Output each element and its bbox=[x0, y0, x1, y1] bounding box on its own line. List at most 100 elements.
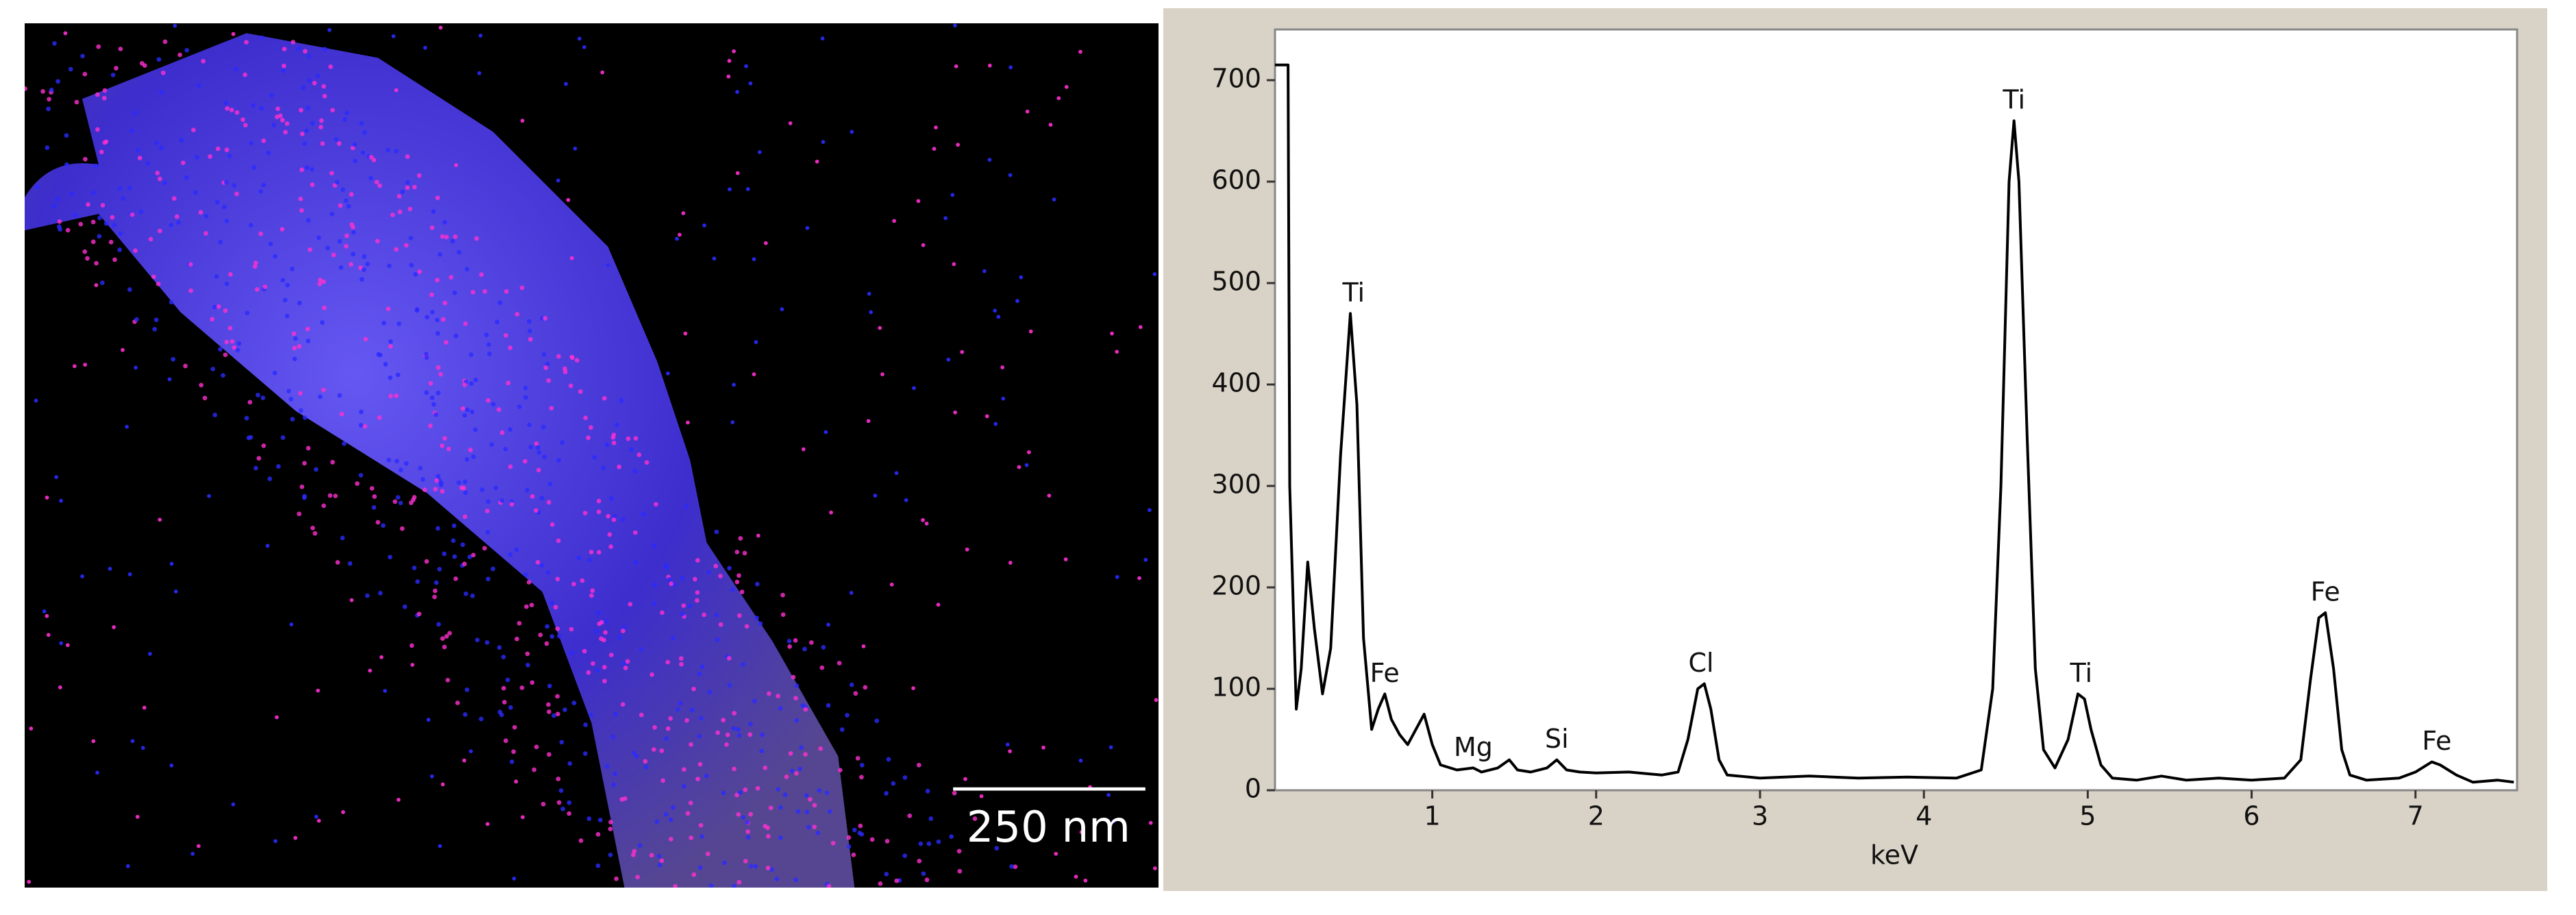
map-dot bbox=[583, 722, 588, 727]
map-dot bbox=[934, 125, 938, 130]
map-dot bbox=[117, 247, 123, 252]
map-dot bbox=[517, 404, 522, 409]
map-dot bbox=[100, 280, 105, 285]
map-dot bbox=[515, 312, 520, 317]
map-dot bbox=[368, 175, 373, 181]
elemental-map: 250 nm bbox=[25, 23, 1159, 888]
map-dot bbox=[297, 300, 302, 306]
map-dot bbox=[892, 219, 896, 223]
map-dot bbox=[884, 838, 890, 844]
map-dot bbox=[695, 598, 699, 603]
map-dot bbox=[210, 317, 215, 322]
map-dot bbox=[508, 705, 513, 710]
map-dot bbox=[804, 809, 810, 815]
map-dot bbox=[315, 73, 321, 78]
map-dot bbox=[436, 365, 441, 370]
map-dot bbox=[611, 440, 617, 446]
map-dot bbox=[778, 805, 783, 810]
map-dot bbox=[103, 221, 109, 226]
map-dot bbox=[509, 502, 515, 507]
map-dot bbox=[610, 734, 616, 740]
map-dot bbox=[234, 66, 238, 72]
map-dot bbox=[1083, 878, 1088, 883]
map-dot bbox=[364, 593, 370, 598]
map-dot bbox=[214, 273, 219, 279]
map-dot bbox=[201, 58, 206, 64]
map-dot bbox=[652, 600, 656, 606]
map-dot bbox=[310, 121, 315, 126]
map-dot bbox=[333, 493, 338, 498]
map-dot bbox=[214, 199, 220, 205]
map-dot bbox=[90, 239, 96, 245]
map-dot bbox=[393, 499, 397, 504]
map-dot bbox=[802, 646, 807, 652]
map-dot bbox=[549, 634, 555, 639]
map-dot bbox=[127, 572, 132, 576]
map-dot bbox=[299, 167, 304, 173]
map-dot bbox=[756, 533, 760, 538]
map-dot bbox=[414, 308, 420, 313]
map-dot bbox=[736, 879, 742, 885]
map-dot bbox=[486, 576, 491, 582]
map-dot bbox=[659, 858, 665, 864]
map-dot bbox=[702, 223, 706, 228]
map-dot bbox=[222, 204, 227, 210]
map-dot bbox=[928, 816, 934, 821]
map-dot bbox=[699, 834, 704, 839]
map-dot bbox=[405, 185, 410, 191]
map-dot bbox=[582, 648, 587, 654]
map-dot bbox=[298, 391, 303, 396]
map-dot bbox=[659, 748, 665, 753]
map-dot bbox=[987, 158, 992, 162]
map-dot bbox=[926, 841, 932, 846]
map-dot bbox=[420, 477, 425, 482]
map-dot bbox=[547, 752, 552, 757]
map-dot bbox=[468, 448, 473, 452]
map-dot bbox=[633, 560, 639, 565]
x-tick-label: 3 bbox=[1752, 801, 1768, 831]
map-dot bbox=[253, 465, 258, 471]
map-dot bbox=[462, 514, 468, 520]
map-dot bbox=[668, 817, 673, 822]
map-dot bbox=[683, 331, 688, 336]
map-dot bbox=[714, 613, 719, 618]
map-dot bbox=[1064, 84, 1069, 89]
y-tick-label: 0 bbox=[1245, 774, 1261, 804]
map-dot bbox=[501, 685, 506, 691]
map-dot bbox=[528, 337, 533, 342]
map-dot bbox=[560, 806, 565, 812]
map-dot bbox=[543, 316, 547, 321]
map-dot bbox=[849, 591, 854, 595]
map-dot bbox=[83, 363, 88, 367]
map-dot bbox=[1008, 173, 1013, 178]
map-dot bbox=[965, 547, 969, 552]
map-dot bbox=[169, 561, 174, 566]
map-dot bbox=[112, 223, 117, 228]
map-dot bbox=[596, 509, 602, 515]
map-dot bbox=[932, 147, 937, 151]
map-dot bbox=[861, 644, 866, 648]
map-dot bbox=[68, 66, 73, 72]
map-dot bbox=[158, 517, 162, 522]
map-dot bbox=[916, 199, 921, 204]
map-dot bbox=[556, 458, 562, 463]
map-dot bbox=[573, 146, 578, 151]
map-dot bbox=[695, 590, 700, 595]
map-dot bbox=[559, 740, 565, 745]
map-dot bbox=[335, 560, 340, 565]
map-dot bbox=[629, 447, 634, 452]
map-dot bbox=[328, 64, 333, 69]
map-dot bbox=[265, 544, 270, 548]
map-dot bbox=[394, 247, 399, 252]
map-dot bbox=[755, 581, 760, 587]
map-dot bbox=[298, 408, 304, 413]
map-dot bbox=[135, 814, 140, 819]
map-dot bbox=[673, 883, 678, 888]
map-dot bbox=[110, 73, 116, 77]
map-dot bbox=[689, 742, 693, 747]
map-dot bbox=[652, 582, 657, 587]
map-dot bbox=[292, 356, 297, 362]
map-dot bbox=[704, 773, 709, 779]
map-dot bbox=[207, 493, 211, 498]
map-dot bbox=[608, 820, 613, 825]
